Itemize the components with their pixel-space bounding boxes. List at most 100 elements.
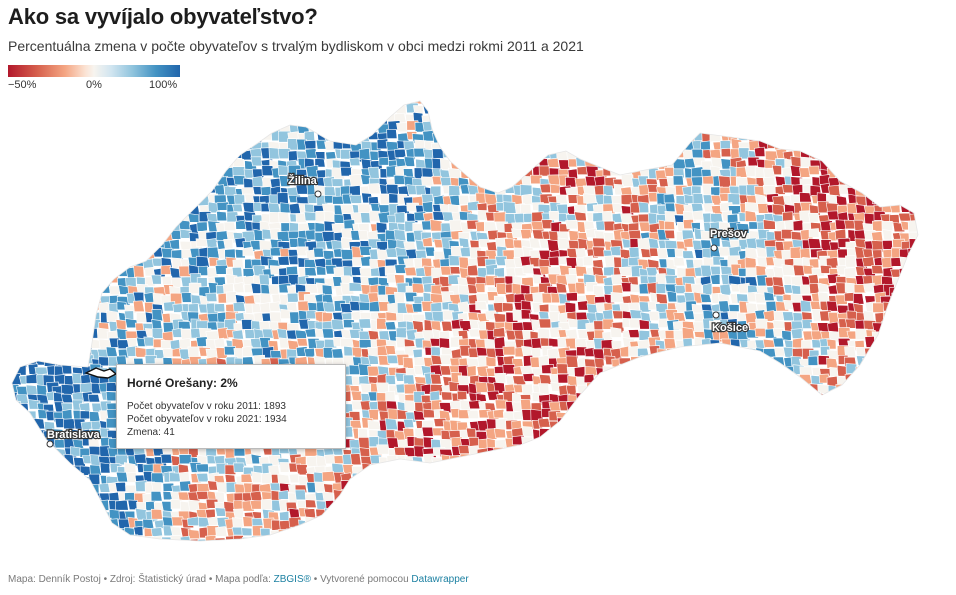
municipality-cell[interactable] [810, 454, 824, 465]
municipality-cell[interactable] [421, 176, 434, 187]
municipality-cell[interactable] [898, 483, 910, 494]
municipality-cell[interactable] [702, 410, 715, 421]
municipality-cell[interactable] [459, 246, 472, 257]
municipality-cell[interactable] [691, 374, 703, 385]
municipality-cell[interactable] [62, 274, 73, 288]
municipality-cell[interactable] [28, 518, 42, 530]
municipality-cell[interactable] [754, 410, 768, 422]
municipality-cell[interactable] [927, 367, 940, 376]
municipality-cell[interactable] [73, 142, 86, 153]
municipality-cell[interactable] [33, 500, 45, 510]
municipality-cell[interactable] [565, 454, 577, 467]
municipality-cell[interactable] [467, 409, 480, 419]
municipality-cell[interactable] [323, 131, 335, 142]
municipality-cell[interactable] [745, 247, 758, 259]
municipality-cell[interactable] [359, 267, 372, 278]
municipality-cell[interactable] [889, 158, 902, 171]
municipality-cell[interactable] [828, 402, 842, 412]
municipality-cell[interactable] [828, 437, 841, 449]
municipality-cell[interactable] [603, 455, 616, 468]
municipality-cell[interactable] [529, 96, 543, 107]
municipality-cell[interactable] [919, 161, 930, 171]
municipality-cell[interactable] [232, 138, 245, 150]
municipality-cell[interactable] [808, 121, 821, 131]
municipality-cell[interactable] [890, 139, 903, 150]
municipality-cell[interactable] [917, 131, 928, 141]
municipality-cell[interactable] [548, 256, 560, 266]
municipality-cell[interactable] [288, 255, 299, 265]
municipality-cell[interactable] [493, 267, 505, 278]
municipality-cell[interactable] [928, 356, 940, 367]
municipality-cell[interactable] [52, 473, 66, 483]
municipality-cell[interactable] [854, 411, 867, 422]
municipality-cell[interactable] [72, 490, 84, 502]
municipality-cell[interactable] [368, 500, 381, 511]
municipality-cell[interactable] [269, 311, 282, 323]
municipality-cell[interactable] [367, 131, 379, 140]
municipality-cell[interactable] [909, 258, 919, 271]
municipality-cell[interactable] [682, 411, 696, 424]
municipality-cell[interactable] [79, 319, 91, 330]
municipality-cell[interactable] [431, 148, 445, 159]
municipality-cell[interactable] [451, 105, 463, 117]
municipality-cell[interactable] [862, 453, 874, 464]
municipality-cell[interactable] [520, 481, 533, 492]
municipality-cell[interactable] [781, 490, 794, 502]
municipality-cell[interactable] [459, 497, 472, 509]
municipality-cell[interactable] [89, 265, 104, 276]
municipality-cell[interactable] [672, 511, 685, 523]
municipality-cell[interactable] [929, 202, 941, 211]
municipality-cell[interactable] [388, 492, 400, 502]
municipality-cell[interactable] [62, 309, 77, 322]
municipality-cell[interactable] [846, 447, 858, 458]
municipality-cell[interactable] [640, 462, 652, 473]
municipality-cell[interactable] [486, 124, 499, 137]
municipality-cell[interactable] [764, 122, 779, 135]
municipality-cell[interactable] [773, 508, 784, 520]
municipality-cell[interactable] [368, 119, 380, 130]
municipality-cell[interactable] [476, 492, 491, 504]
municipality-cell[interactable] [870, 482, 885, 493]
municipality-cell[interactable] [28, 430, 41, 441]
municipality-cell[interactable] [720, 372, 735, 384]
municipality-cell[interactable] [440, 391, 453, 401]
municipality-cell[interactable] [600, 132, 612, 144]
municipality-cell[interactable] [458, 133, 472, 144]
municipality-cell[interactable] [51, 463, 65, 476]
municipality-cell[interactable] [929, 382, 939, 390]
municipality-cell[interactable] [816, 497, 831, 508]
municipality-cell[interactable] [927, 268, 938, 276]
municipality-cell[interactable] [638, 201, 650, 213]
municipality-cell[interactable] [323, 454, 336, 465]
municipality-cell[interactable] [853, 111, 866, 124]
municipality-cell[interactable] [528, 462, 542, 474]
municipality-cell[interactable] [613, 104, 624, 115]
municipality-cell[interactable] [763, 518, 777, 531]
municipality-cell[interactable] [881, 327, 892, 340]
municipality-cell[interactable] [376, 462, 388, 473]
municipality-cell[interactable] [178, 166, 191, 177]
municipality-cell[interactable] [432, 119, 446, 130]
municipality-cell[interactable] [45, 129, 58, 141]
municipality-cell[interactable] [54, 257, 66, 270]
municipality-cell[interactable] [888, 474, 900, 485]
municipality-cell[interactable] [871, 265, 884, 275]
municipality-cell[interactable] [738, 435, 752, 445]
municipality-cell[interactable] [0, 141, 14, 151]
municipality-cell[interactable] [745, 446, 759, 457]
municipality-cell[interactable] [268, 301, 281, 312]
municipality-cell[interactable] [154, 187, 167, 199]
municipality-cell[interactable] [845, 318, 857, 329]
municipality-cell[interactable] [289, 311, 300, 324]
municipality-cell[interactable] [567, 435, 582, 448]
municipality-cell[interactable] [747, 394, 760, 405]
municipality-cell[interactable] [450, 110, 463, 121]
municipality-cell[interactable] [693, 498, 708, 511]
municipality-cell[interactable] [144, 223, 158, 233]
municipality-cell[interactable] [763, 401, 775, 414]
municipality-cell[interactable] [881, 461, 893, 473]
municipality-cell[interactable] [871, 185, 885, 198]
municipality-cell[interactable] [908, 203, 920, 215]
municipality-cell[interactable] [647, 107, 660, 116]
municipality-cell[interactable] [772, 337, 785, 348]
